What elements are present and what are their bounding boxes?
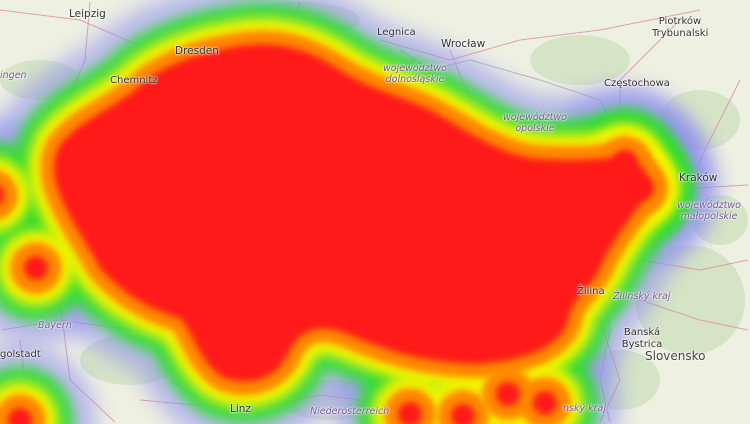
label-piotrkow: Piotrków Trybunalski bbox=[652, 16, 709, 39]
label-chemnitz: Chemnitz bbox=[110, 75, 158, 86]
label-dolnoslaskie: województwo dolnośląskie bbox=[383, 63, 447, 85]
label-zilinsky-kraj: Žilinský kraj bbox=[613, 291, 671, 302]
label-malopolskie: województwo małopolskie bbox=[677, 200, 741, 222]
label-legnica: Legnica bbox=[377, 27, 416, 38]
label-zilina: Žilina bbox=[577, 286, 605, 297]
label-wroclaw: Wrocław bbox=[441, 38, 486, 50]
label-opolskie: województwo opolskie bbox=[503, 112, 567, 134]
label-bayern: Bayern bbox=[38, 320, 72, 331]
label-slovensko: Slovensko bbox=[645, 349, 706, 363]
label-niederosterreich: Niederösterreich bbox=[310, 406, 390, 417]
label-banska-bystrica: Banská Bystrica bbox=[621, 327, 663, 350]
label-ingolstadt: golstadt bbox=[0, 349, 41, 360]
label-czestochowa: Częstochowa bbox=[604, 78, 670, 89]
label-linz: Linz bbox=[230, 403, 251, 415]
label-dresden: Dresden bbox=[175, 45, 219, 57]
label-krakow: Kraków bbox=[679, 172, 718, 184]
label-nsky-kraj: nský kraj bbox=[563, 403, 606, 414]
label-ingen: ingen bbox=[0, 70, 27, 81]
label-leipzig: Leipzig bbox=[69, 8, 106, 20]
